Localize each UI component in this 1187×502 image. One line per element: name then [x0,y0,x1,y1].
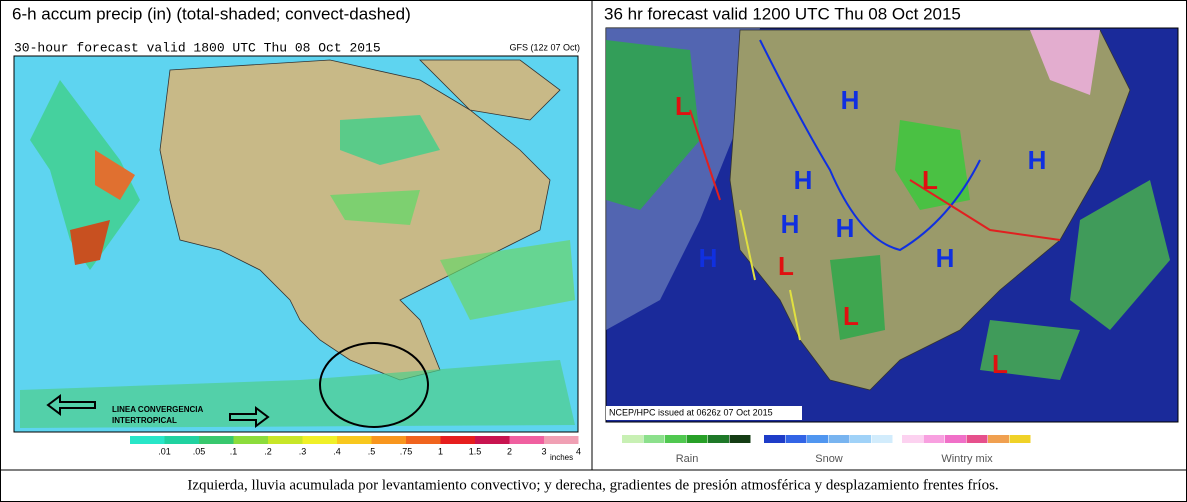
right-map [605,27,1179,423]
legend-swatch [966,435,988,443]
legend-swatch [1009,435,1031,443]
legend-swatch [371,436,406,444]
legend-label: .05 [193,446,206,456]
legend-label: 3 [541,446,546,456]
left-title: 6-h accum precip (in) (total-shaded; con… [12,4,411,23]
pressure-centers: L HH LHH HH L HLL [675,85,1046,379]
legend-label: Rain [676,453,699,465]
pressure-center: H [794,165,813,195]
legend-swatch [807,435,828,443]
right-title: 36 hr forecast valid 1200 UTC Thu 08 Oct… [604,4,961,23]
right-legend: Rain Snow Wintry mix [622,435,1031,465]
pressure-center: H [841,85,860,115]
legend-units: inches [550,453,573,462]
legend-swatch [729,435,751,443]
legend-label: 4 [576,446,581,456]
legend-swatch [406,436,441,444]
legend-swatch [475,436,510,444]
pressure-center: L [778,251,794,281]
annotation: LINEA CONVERGENCIA [112,405,203,414]
legend-label: .1 [230,446,238,456]
left-map [13,55,579,433]
pressure-center: L [922,165,938,195]
legend-swatch [130,436,165,444]
legend-label: .3 [299,446,307,456]
legend-swatch [945,435,966,443]
legend-swatch [440,436,475,444]
legend-swatch [643,435,665,443]
legend-swatch [850,435,871,443]
legend-swatch [923,435,945,443]
legend-swatch [233,436,268,444]
left-subtitle: 30-hour forecast valid 1800 UTC Thu 08 O… [14,40,381,55]
legend-swatch [764,435,785,443]
legend-swatch [828,435,850,443]
credit: NCEP/HPC issued at 0626z 07 Oct 2015 [609,407,773,417]
pressure-center: L [675,91,691,121]
pressure-center: H [699,243,718,273]
pressure-center: H [936,243,955,273]
caption: Izquierda, lluvia acumulada por levantam… [187,477,998,493]
legend-swatch [164,436,199,444]
pressure-center: H [1028,145,1047,175]
pressure-center: L [992,349,1008,379]
legend-swatch [302,436,337,444]
legend-swatch [785,435,807,443]
pressure-center: L [843,301,859,331]
legend-swatch [509,436,544,444]
legend-swatch [708,435,729,443]
legend-label: Wintry mix [941,453,993,465]
pressure-center: H [781,209,800,239]
legend-swatch [665,435,686,443]
legend-swatch [988,435,1009,443]
legend-swatch [871,435,893,443]
legend-swatch [686,435,708,443]
legend-label: .2 [264,446,272,456]
legend-label: Snow [815,453,843,465]
legend-swatch [622,435,643,443]
pressure-center: H [836,213,855,243]
legend-label: .75 [400,446,413,456]
annotation: INTERTROPICAL [112,416,177,425]
legend-swatch [268,436,303,444]
legend-swatch [199,436,234,444]
model-label: GFS (12z 07 Oct) [509,42,580,52]
legend-label: .01 [158,446,171,456]
legend-label: .5 [368,446,376,456]
legend-label: 2 [507,446,512,456]
legend-swatch [337,436,372,444]
legend-label: 1.5 [469,446,482,456]
legend-swatch [902,435,923,443]
legend-label: .4 [333,446,341,456]
legend-swatch [544,436,579,444]
legend-label: 1 [438,446,443,456]
